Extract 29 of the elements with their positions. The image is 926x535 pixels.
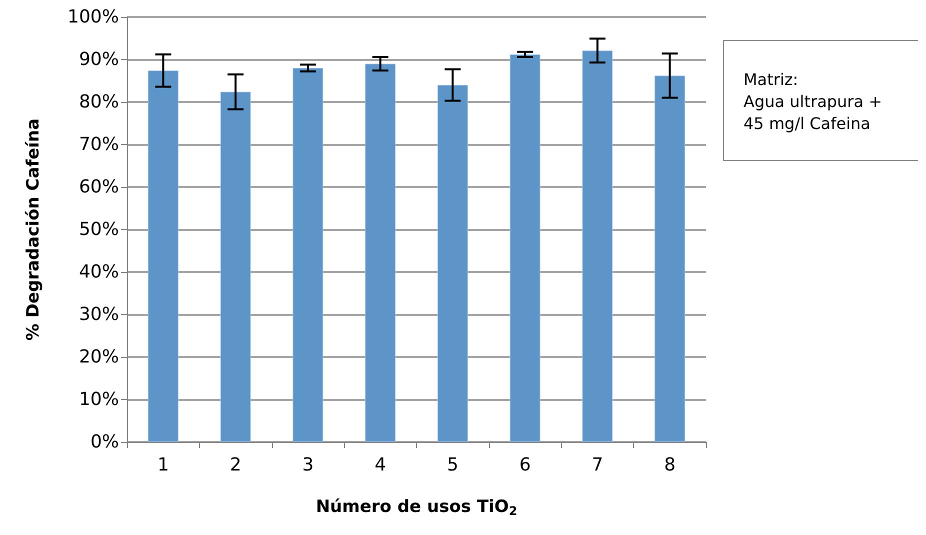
x-tick-label: 5	[446, 454, 458, 476]
y-tick-label: 0%	[90, 432, 119, 452]
text: Matriz: Agua ultrapura + 45 mg/l Cafeina	[744, 70, 882, 133]
bar	[292, 68, 324, 442]
x-tick-label: 6	[519, 454, 531, 476]
y-tick-label: 20%	[78, 346, 119, 368]
bar	[365, 64, 396, 442]
y-tick-label: 50%	[78, 219, 119, 240]
x-tick-label: 4	[374, 454, 386, 476]
x-tick-label: 1	[157, 454, 169, 476]
x-tick-label: 3	[302, 454, 314, 476]
y-tick-label: 30%	[78, 304, 119, 325]
x-tick-label: 8	[664, 454, 676, 476]
y-tick-label: 60%	[78, 176, 119, 198]
bar	[437, 85, 468, 442]
y-tick-label: 100%	[68, 6, 119, 28]
bar	[510, 54, 540, 442]
x-tick-label: 7	[592, 454, 604, 476]
y-tick-label: 80%	[78, 92, 119, 112]
y-tick-label: 70%	[78, 134, 119, 155]
y-axis-title: % Degradación Cafeína	[24, 118, 44, 341]
y-tick-label: 10%	[78, 389, 119, 410]
x-tick-label: 2	[230, 454, 242, 476]
y-tick-label: 40%	[78, 262, 119, 282]
y-tick-label: 90%	[78, 49, 119, 70]
bar	[220, 92, 251, 442]
bar	[654, 76, 686, 442]
bar	[582, 50, 613, 442]
bar	[148, 70, 178, 442]
